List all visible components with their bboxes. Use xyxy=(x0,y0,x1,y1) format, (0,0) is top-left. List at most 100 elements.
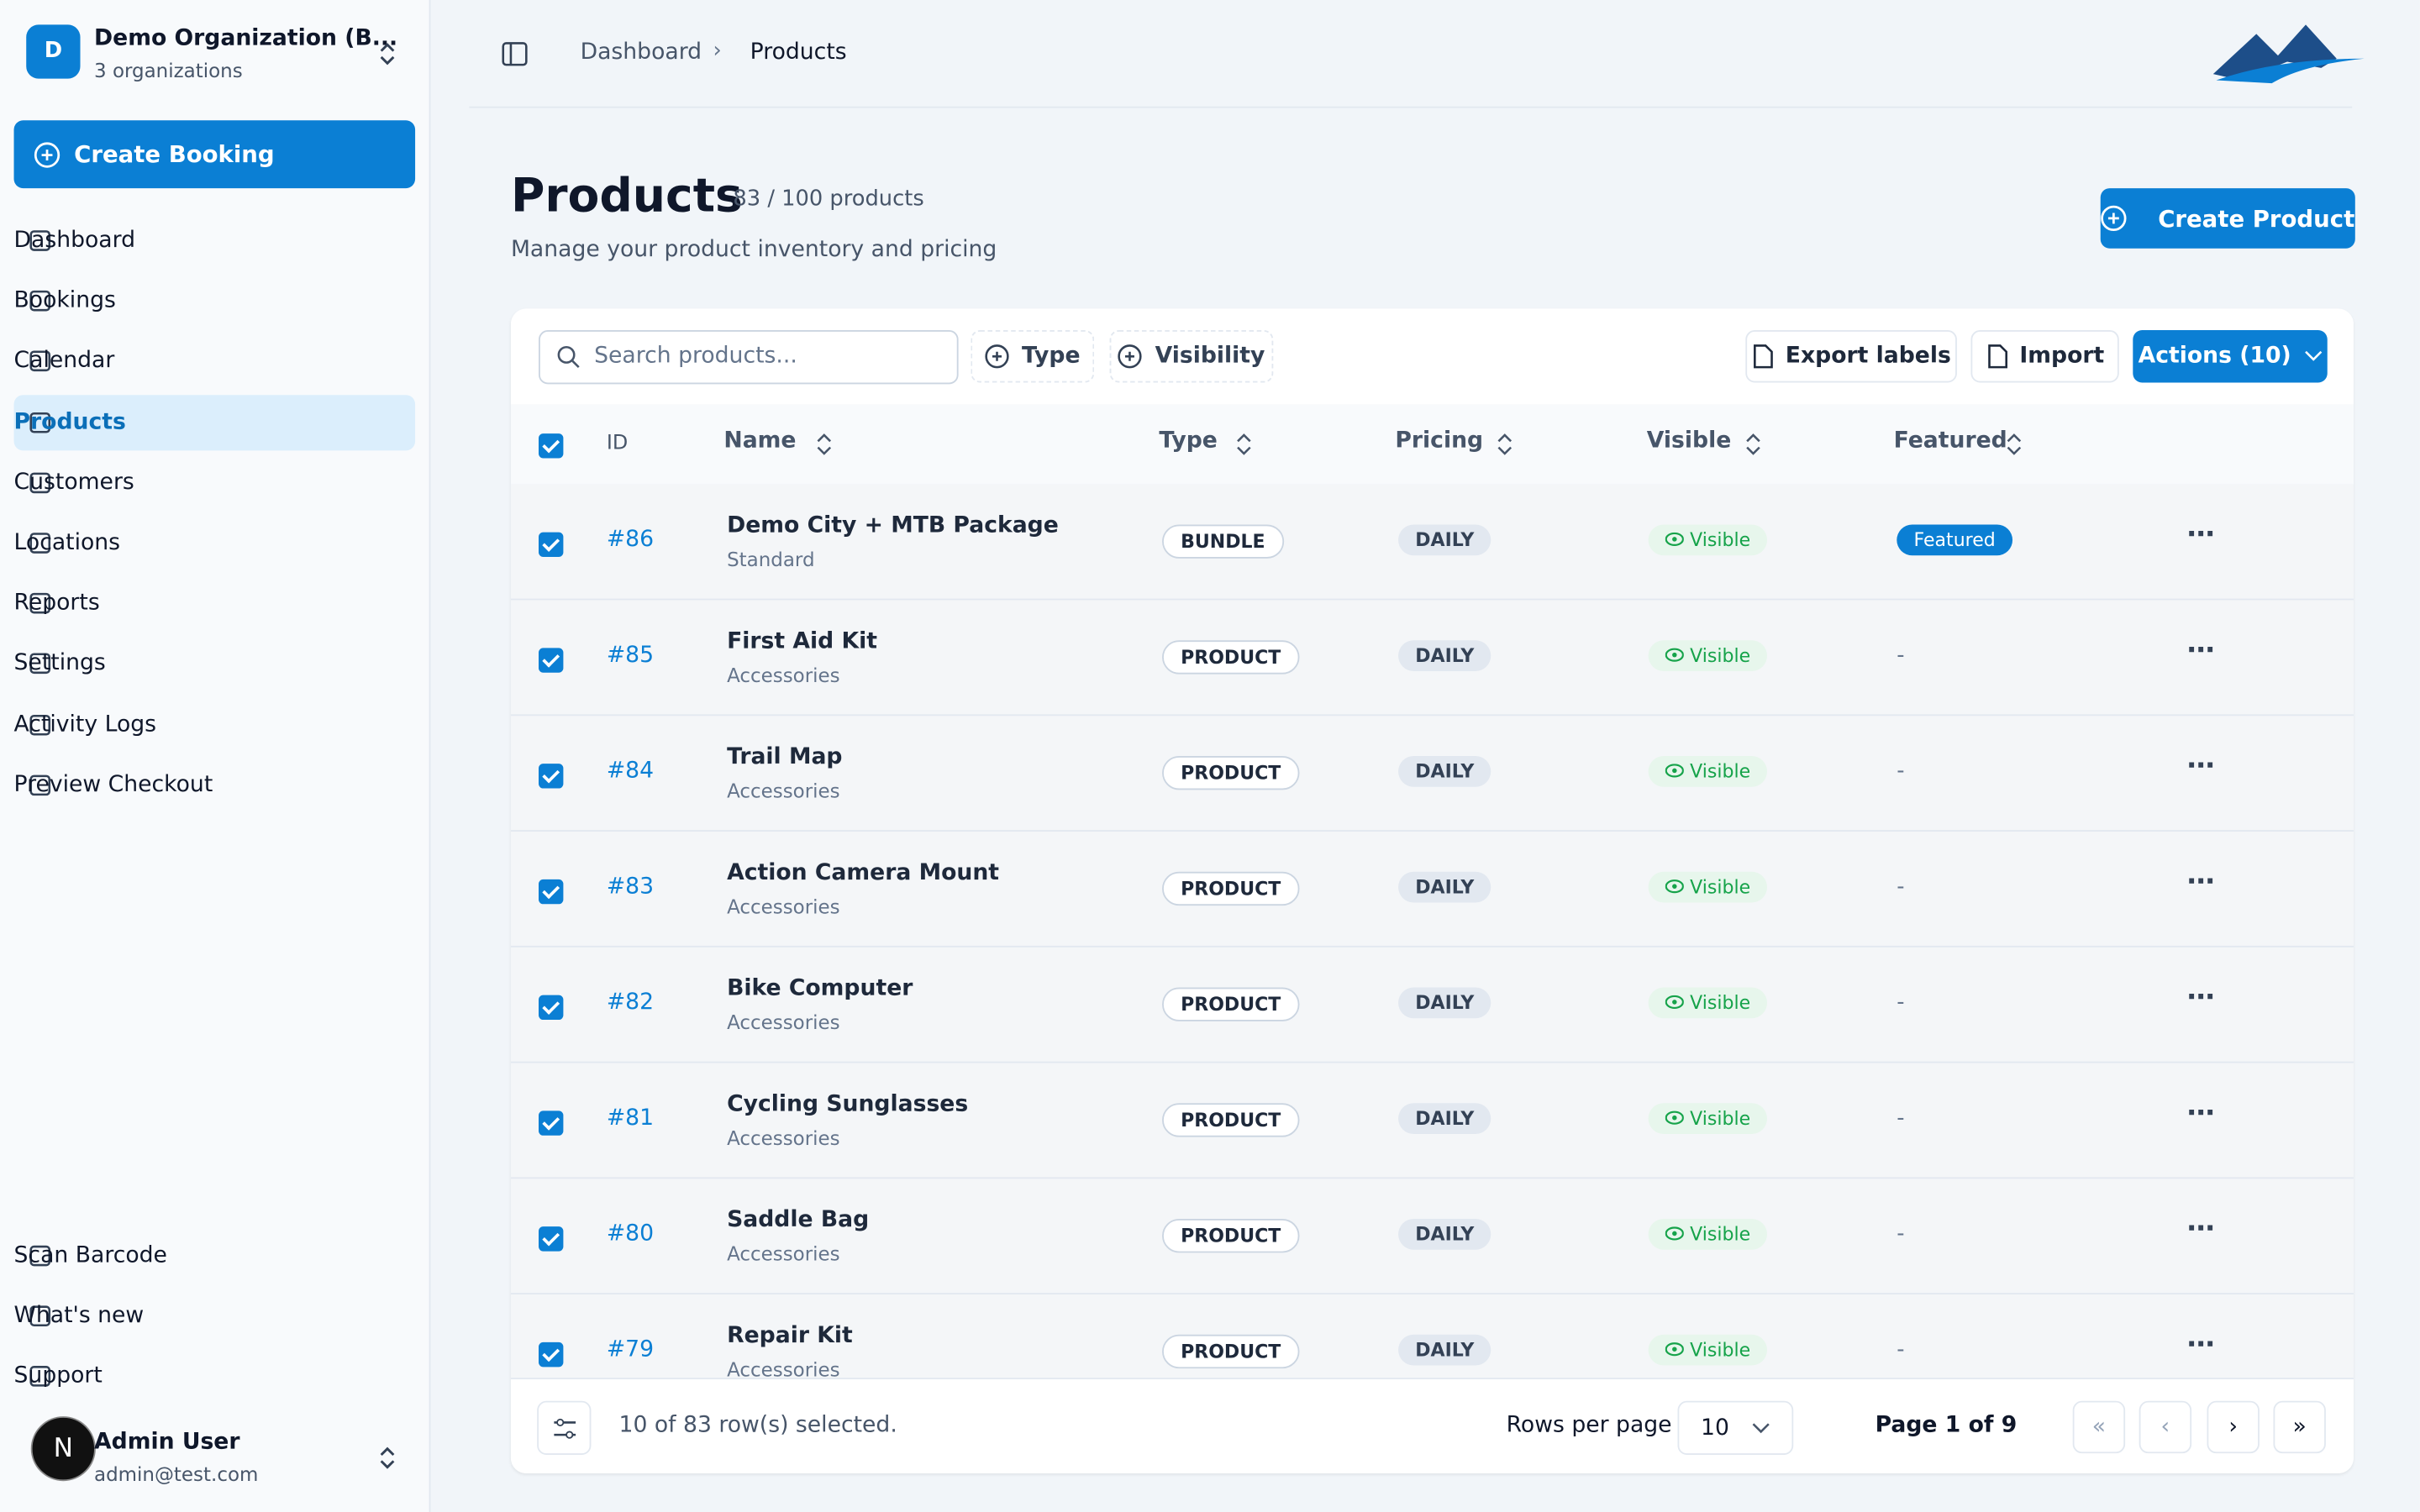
row-actions[interactable]: ⋯ xyxy=(2186,1328,2215,1361)
nav-label: Support xyxy=(13,1364,103,1389)
table-row[interactable]: #80 Saddle Bag Accessories PRODUCT DAILY Visi… xyxy=(510,1179,2354,1294)
search-input[interactable]: Search products... xyxy=(539,330,959,385)
table-row[interactable]: #85 First Aid Kit Accessories PRODUCT DAILY V… xyxy=(510,600,2354,717)
toolbar-button[interactable]: Export labels xyxy=(1745,330,1957,383)
column-header[interactable]: Name xyxy=(723,428,797,454)
product-name[interactable]: Bike Computer xyxy=(727,976,913,1002)
select-all-checkbox[interactable] xyxy=(539,433,564,459)
user-name[interactable]: Admin User xyxy=(94,1430,240,1456)
table-row[interactable]: #83 Action Camera Mount Accessories PRODUCT… xyxy=(510,832,2354,948)
create-booking-button[interactable]: Create Booking xyxy=(13,120,416,189)
product-id[interactable]: #79 xyxy=(606,1337,655,1362)
last-page-button[interactable]: » xyxy=(2273,1400,2326,1454)
toolbar-button[interactable]: Import xyxy=(1970,330,2119,383)
product-category: Accessories xyxy=(727,895,840,918)
row-checkbox[interactable] xyxy=(539,764,564,789)
row-checkbox[interactable] xyxy=(539,648,564,673)
nav-item[interactable]: Customers xyxy=(14,454,416,510)
filter-button[interactable]: Visibility xyxy=(1109,330,1274,383)
row-actions[interactable]: ⋯ xyxy=(2186,865,2215,898)
product-id[interactable]: #86 xyxy=(606,528,655,553)
row-actions[interactable]: ⋯ xyxy=(2186,981,2215,1014)
product-id[interactable]: #80 xyxy=(606,1221,655,1247)
product-name[interactable]: Saddle Bag xyxy=(727,1208,870,1233)
product-name[interactable]: First Aid Kit xyxy=(727,629,877,654)
org-switch-icon[interactable] xyxy=(376,40,398,68)
table-row[interactable]: #86 Demo City + MTB Package Standard BUNDLE… xyxy=(510,485,2354,601)
row-actions[interactable]: ⋯ xyxy=(2186,633,2215,667)
pricing-badge: DAILY xyxy=(1398,871,1491,903)
prev-page-button[interactable]: ‹ xyxy=(2139,1400,2192,1454)
product-id[interactable]: #82 xyxy=(606,990,655,1016)
sort-icon[interactable] xyxy=(1497,432,1512,463)
column-header[interactable]: Pricing xyxy=(1395,428,1484,454)
nav-item[interactable]: Locations xyxy=(14,515,416,570)
first-page-button[interactable]: « xyxy=(2072,1400,2126,1454)
search-placeholder: Search products... xyxy=(594,344,797,369)
row-checkbox[interactable] xyxy=(539,1226,564,1252)
breadcrumb-link[interactable]: Dashboard xyxy=(580,39,702,66)
nav-item[interactable]: Reports xyxy=(14,575,416,631)
row-actions[interactable]: ⋯ xyxy=(2186,749,2215,783)
featured-empty: - xyxy=(1897,874,1905,900)
breadcrumb-separator: › xyxy=(713,38,722,64)
product-name[interactable]: Cycling Sunglasses xyxy=(727,1092,969,1117)
column-header[interactable]: Featured xyxy=(1893,428,2007,454)
sidebar-toggle[interactable] xyxy=(502,42,528,66)
rows-per-page-select[interactable]: 10 xyxy=(1677,1400,1794,1456)
table-row[interactable]: #82 Bike Computer Accessories PRODUCT DAILY V… xyxy=(510,948,2354,1063)
visible-label: Visible xyxy=(1690,1339,1751,1361)
org-sub: 3 organizations xyxy=(94,58,243,82)
visible-badge: Visible xyxy=(1648,640,1768,671)
row-checkbox[interactable] xyxy=(539,995,564,1021)
column-header[interactable]: Type xyxy=(1159,428,1218,454)
nav-item[interactable]: Scan Barcode xyxy=(14,1228,416,1284)
sort-icon[interactable] xyxy=(1236,432,1251,463)
nav-item[interactable]: Support xyxy=(14,1349,416,1404)
sort-icon[interactable] xyxy=(2007,432,2022,463)
nav-item[interactable]: Calendar xyxy=(14,333,416,389)
product-name[interactable]: Trail Map xyxy=(727,745,843,770)
row-actions[interactable]: ⋯ xyxy=(2186,1096,2215,1130)
pricing-badge: DAILY xyxy=(1398,987,1491,1019)
user-menu-icon[interactable] xyxy=(376,1444,398,1472)
product-id[interactable]: #84 xyxy=(606,759,655,785)
toolbar-button-label: Export labels xyxy=(1785,344,1951,369)
org-name[interactable]: Demo Organization (B... xyxy=(94,26,398,51)
product-name[interactable]: Demo City + MTB Package xyxy=(727,513,1059,539)
row-checkbox[interactable] xyxy=(539,879,564,905)
product-name[interactable]: Action Camera Mount xyxy=(727,860,1000,886)
column-header[interactable]: Visible xyxy=(1646,428,1732,454)
visible-badge: Visible xyxy=(1648,871,1768,903)
table-row[interactable]: #84 Trail Map Accessories PRODUCT DAILY Visib… xyxy=(510,716,2354,832)
row-checkbox[interactable] xyxy=(539,1341,564,1368)
sort-icon[interactable] xyxy=(1745,432,1760,463)
filter-button[interactable]: Type xyxy=(971,330,1095,383)
row-actions[interactable]: ⋯ xyxy=(2186,1212,2215,1246)
table-row[interactable]: #81 Cycling Sunglasses Accessories PRODUCT D… xyxy=(510,1063,2354,1179)
table-row[interactable]: #79 Repair Kit Accessories PRODUCT DAILY Visi… xyxy=(511,1294,2354,1378)
nav-item[interactable]: Bookings xyxy=(14,273,416,328)
row-checkbox[interactable] xyxy=(539,1110,564,1136)
product-id[interactable]: #85 xyxy=(606,643,655,669)
product-name[interactable]: Repair Kit xyxy=(727,1323,853,1349)
nav-item[interactable]: What's new xyxy=(14,1289,416,1344)
product-id[interactable]: #81 xyxy=(606,1105,655,1131)
view-options-button[interactable] xyxy=(537,1400,592,1456)
pricing-badge: DAILY xyxy=(1398,755,1491,787)
nav-item[interactable]: Products xyxy=(13,394,416,450)
nav-item[interactable]: Settings xyxy=(14,636,416,691)
sort-icon[interactable] xyxy=(817,432,832,463)
next-page-button[interactable]: › xyxy=(2207,1400,2260,1454)
nav-item[interactable]: Dashboard xyxy=(14,213,416,268)
featured-empty: - xyxy=(1897,1337,1905,1362)
row-actions[interactable]: ⋯ xyxy=(2186,518,2215,551)
product-id[interactable]: #83 xyxy=(606,874,655,900)
toolbar-button[interactable]: Actions (10) xyxy=(2133,330,2328,383)
nav-label: Customers xyxy=(13,470,134,496)
row-checkbox[interactable] xyxy=(539,532,564,558)
nav-item[interactable]: Activity Logs xyxy=(14,696,416,752)
create-product-button[interactable]: Create Product xyxy=(2100,188,2355,249)
nav-item[interactable]: Preview Checkout xyxy=(14,757,416,812)
